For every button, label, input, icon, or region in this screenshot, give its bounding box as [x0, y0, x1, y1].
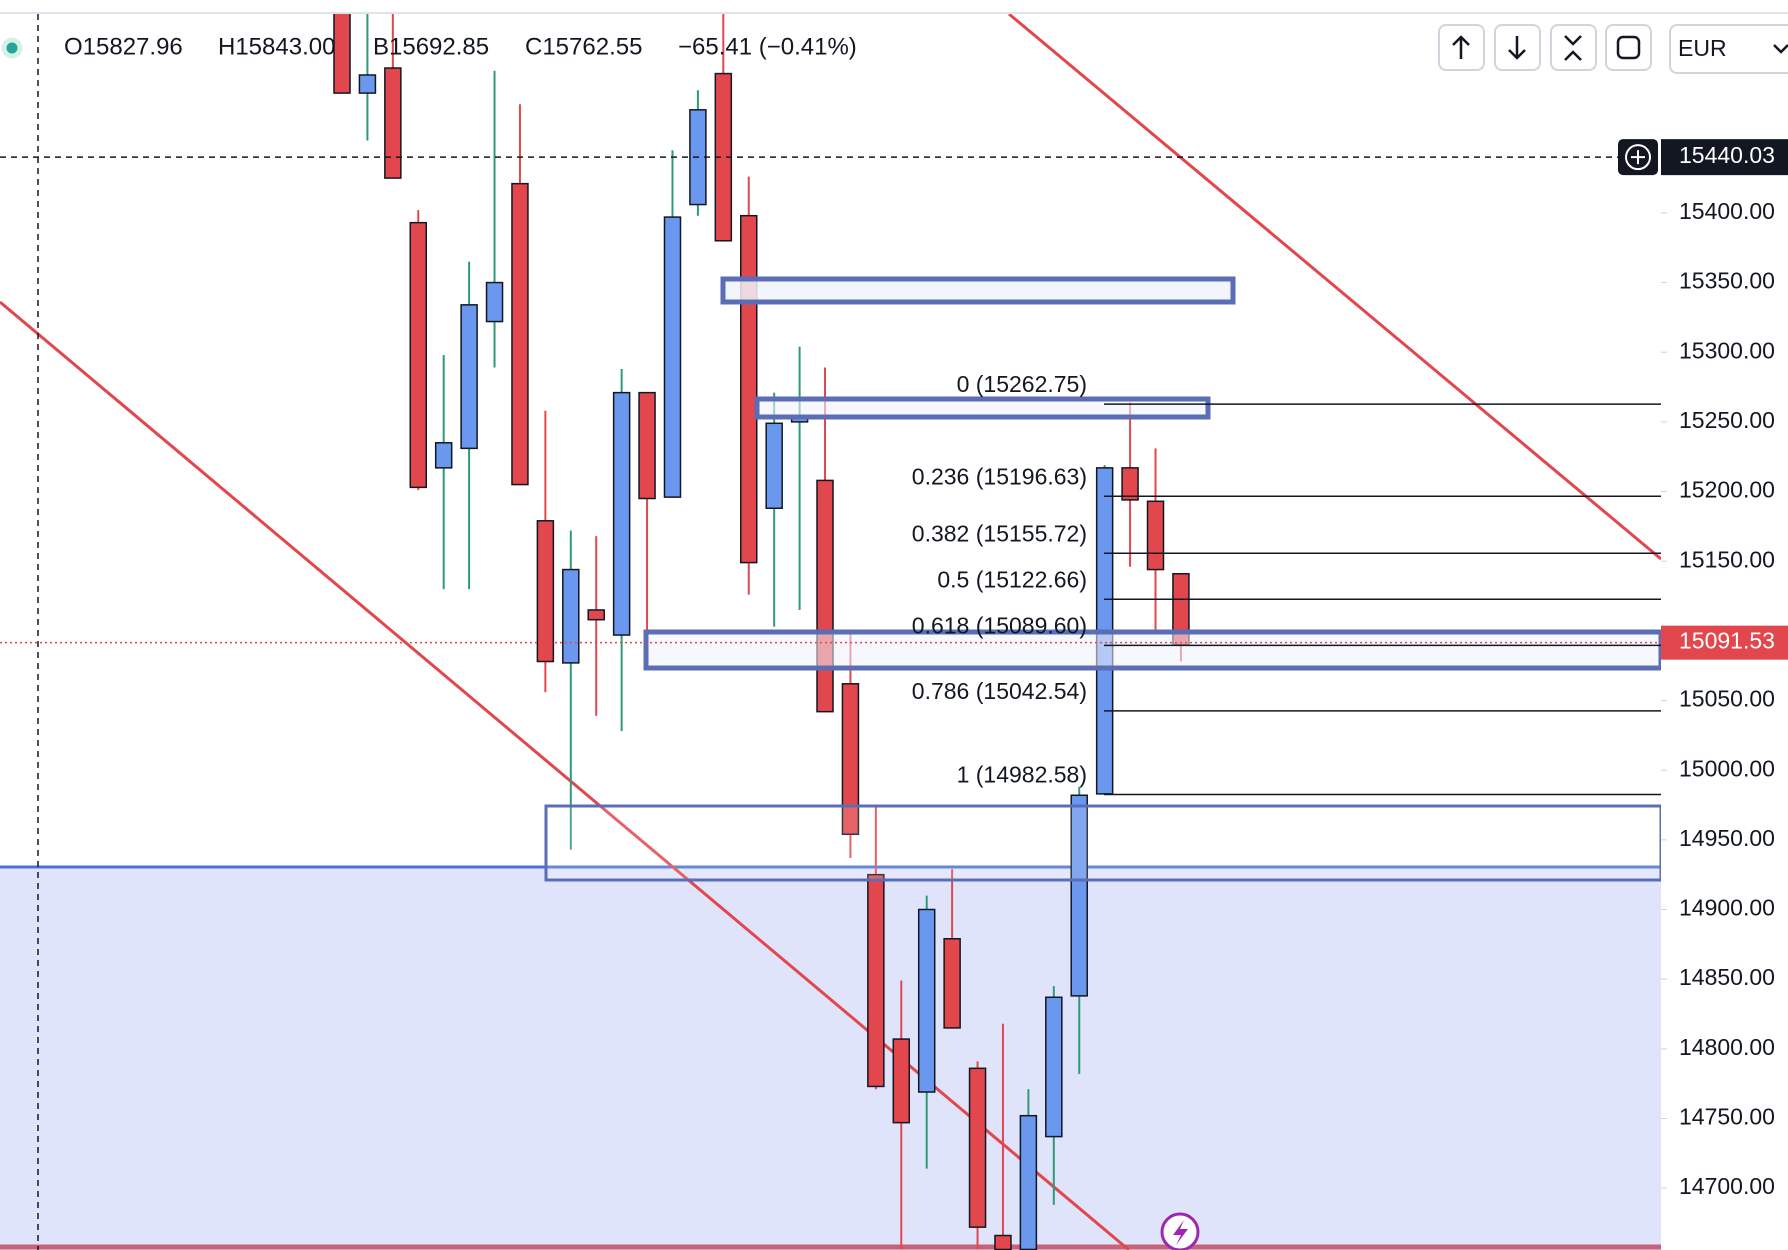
fib-retracement: 0 (15262.75) 0.236 (15196.63) 0.382 (15155… [912, 371, 1661, 796]
candle-body [511, 182, 529, 486]
candle-body [994, 1234, 1012, 1250]
y-tick-label: 15200.00 [1679, 477, 1775, 503]
y-tick-label: 15400.00 [1679, 198, 1775, 224]
candle-body [434, 442, 453, 469]
y-tick-label: 15350.00 [1679, 268, 1775, 294]
candle-body [943, 938, 961, 1029]
y-tick-label: 15000.00 [1679, 755, 1775, 781]
shaded-zone [0, 866, 1661, 1250]
candle-body [1070, 794, 1088, 997]
candle-body [409, 221, 428, 489]
candle-body [358, 74, 377, 94]
candle-body [485, 281, 504, 323]
fib-level-label: 0.786 (15042.54) [912, 678, 1087, 704]
zone-box [643, 629, 1661, 671]
y-tick-label: 14700.00 [1679, 1173, 1775, 1199]
crosshair-badge [1661, 139, 1788, 176]
zone-box [544, 804, 1661, 882]
candle-body [1019, 1114, 1038, 1250]
candle-body [663, 216, 682, 498]
dropdown-caret [1773, 44, 1788, 54]
ohlc-close: C15762.55 [525, 33, 642, 60]
candle-body [612, 391, 631, 636]
fib-level-label: 1 (14982.58) [957, 762, 1087, 788]
legend-header: O15827.96 H15843.00 B15692.85 C15762.55 … [1, 33, 857, 60]
candle-body [867, 873, 885, 1088]
candles [333, 14, 1190, 1250]
candle-body [1121, 467, 1139, 501]
add-alert-plus [1631, 150, 1645, 165]
candle-body [740, 214, 758, 564]
candle-body [1146, 500, 1165, 571]
candle-body [841, 683, 860, 836]
fib-level-label: 0 (15262.75) [957, 371, 1087, 397]
trend-line [1008, 14, 1661, 561]
zone-box [754, 396, 1211, 420]
candle-body [562, 568, 580, 664]
toolbar: EUR [1438, 24, 1788, 74]
candle-body [1045, 996, 1063, 1138]
ohlc-high: H15843.00 [218, 33, 335, 60]
reset-icon [1616, 35, 1641, 60]
collapse-icon [1564, 35, 1582, 61]
candle-body [892, 1038, 911, 1124]
fib-level-label: 0.236 (15196.63) [912, 463, 1087, 489]
candle-body [638, 391, 656, 500]
arrow-down-icon [1508, 36, 1526, 60]
collapse-button[interactable] [1550, 24, 1597, 71]
y-tick-label: 15250.00 [1679, 407, 1775, 433]
currency-label: EUR [1678, 35, 1727, 61]
candle-body [333, 14, 351, 94]
y-tick-label: 14900.00 [1679, 895, 1775, 921]
ohlc-open: O15827.96 [64, 33, 183, 60]
status-dot [1, 37, 23, 59]
candle-body [917, 908, 936, 1093]
candle-body [587, 609, 605, 621]
y-tick-label: 15150.00 [1679, 546, 1775, 572]
y-tick-label: 14800.00 [1679, 1034, 1775, 1060]
reset-button[interactable] [1605, 24, 1652, 71]
add-alert-icon [1625, 144, 1651, 171]
last-price-badge [1661, 625, 1788, 660]
candle-body [536, 520, 555, 663]
currency-select[interactable] [1669, 24, 1788, 74]
price-axis-labels: 14700.00 14750.00 14800.00 14850.00 14900.00… [1661, 198, 1775, 1199]
alert-icon-bolt [1173, 1220, 1188, 1245]
y-tick-label: 15300.00 [1679, 337, 1775, 363]
crosshair-price-label: 15440.03 [1679, 142, 1775, 168]
candle-body [765, 422, 783, 510]
y-tick-label: 14850.00 [1679, 964, 1775, 990]
ohlc-change: −65.41 (−0.41%) [678, 33, 857, 60]
last-price-label: 15091.53 [1679, 628, 1775, 654]
plot-area: 0 (15262.75) 0.236 (15196.63) 0.382 (15155… [0, 14, 1661, 1250]
candle-body [968, 1067, 987, 1228]
candle-body [816, 479, 834, 713]
arrow-up-icon [1452, 35, 1470, 59]
candle-body [384, 67, 402, 179]
y-tick-label: 14950.00 [1679, 825, 1775, 851]
fib-level-label: 0.382 (15155.72) [912, 520, 1087, 546]
zone-box [720, 276, 1236, 305]
fib-level-label: 0.5 (15122.66) [937, 566, 1087, 592]
candle-body [460, 304, 478, 450]
y-tick-label: 15050.00 [1679, 686, 1775, 712]
fib-level-label: 0.618 (15089.60) [912, 612, 1087, 638]
y-tick-label: 14750.00 [1679, 1104, 1775, 1130]
ohlc-low: B15692.85 [373, 33, 489, 60]
trend-line [0, 300, 1130, 1250]
